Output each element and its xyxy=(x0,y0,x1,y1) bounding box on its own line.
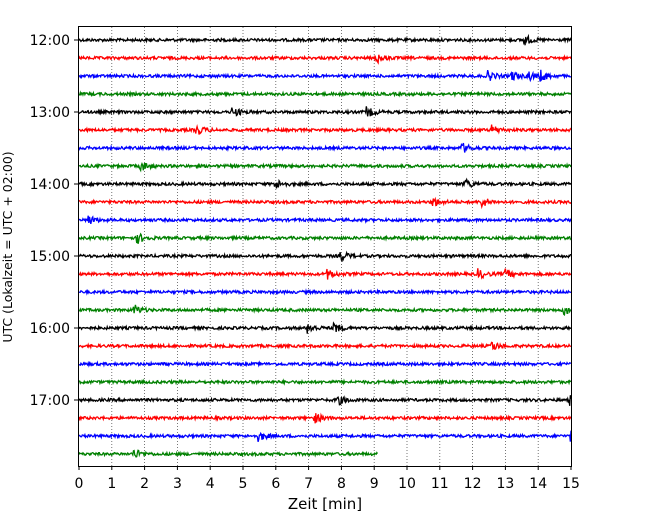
x-tick-label: 10 xyxy=(398,476,416,492)
seismogram-trace xyxy=(78,33,572,46)
y-tick-label: 14:00 xyxy=(30,177,70,193)
seismogram-trace xyxy=(78,232,572,244)
seismogram-trace xyxy=(78,123,572,135)
seismogram-trace xyxy=(78,321,572,334)
x-tick-label: 0 xyxy=(75,476,84,492)
seismogram-trace xyxy=(78,341,572,351)
x-tick-label: 5 xyxy=(239,476,248,492)
seismogram-trace xyxy=(78,449,379,458)
seismogram-trace xyxy=(78,304,572,316)
seismogram-trace xyxy=(78,430,572,442)
seismogram-trace xyxy=(78,288,572,296)
seismogram-trace xyxy=(78,412,572,424)
x-tick-label: 7 xyxy=(304,476,313,492)
x-tick-label: 8 xyxy=(337,476,346,492)
seismogram-trace xyxy=(78,395,572,406)
y-tick-label: 17:00 xyxy=(30,393,70,409)
seismogram-traces xyxy=(78,33,572,458)
seismogram-trace xyxy=(78,142,572,153)
x-tick-label: 12 xyxy=(464,476,482,492)
y-tick-label: 16:00 xyxy=(30,321,70,337)
x-tick-label: 2 xyxy=(140,476,149,492)
x-tick-label: 6 xyxy=(271,476,280,492)
seismogram-trace xyxy=(78,90,572,98)
vertical-gridlines xyxy=(111,27,539,466)
seismogram-trace xyxy=(78,360,572,368)
x-tick-label: 11 xyxy=(431,476,449,492)
x-tick-label: 15 xyxy=(562,476,580,492)
x-tick-label: 1 xyxy=(107,476,116,492)
seismogram-trace xyxy=(78,268,572,280)
seismogram-trace xyxy=(78,196,572,210)
seismogram-trace xyxy=(78,215,572,224)
seismogram-trace xyxy=(78,162,572,173)
seismogram-trace xyxy=(78,250,572,263)
seismogram-trace xyxy=(78,378,572,386)
y-axis-label: UTC (Lokalzeit = UTC + 02:00) xyxy=(0,151,15,342)
seismogram-trace xyxy=(78,177,572,189)
x-tick-label: 4 xyxy=(206,476,215,492)
seismogram-trace xyxy=(78,69,572,83)
y-tick-label: 15:00 xyxy=(30,249,70,265)
plot-frame xyxy=(78,26,572,467)
x-tick-label: 13 xyxy=(496,476,514,492)
x-tick-label: 14 xyxy=(529,476,547,492)
x-axis-label: Zeit [min] xyxy=(288,495,362,513)
y-tick-label: 13:00 xyxy=(30,105,70,121)
x-axis: 0 1 2 3 4 5 6 7 8 9 10 11 12 13 14 15 xyxy=(75,466,580,492)
seismogram-trace xyxy=(78,106,572,117)
y-tick-label: 12:00 xyxy=(30,33,70,49)
x-tick-label: 3 xyxy=(173,476,182,492)
y-axis: 12:00 13:00 14:00 15:00 16:00 17:00 xyxy=(30,33,79,409)
x-tick-label: 9 xyxy=(370,476,379,492)
seismogram-trace xyxy=(78,54,572,65)
